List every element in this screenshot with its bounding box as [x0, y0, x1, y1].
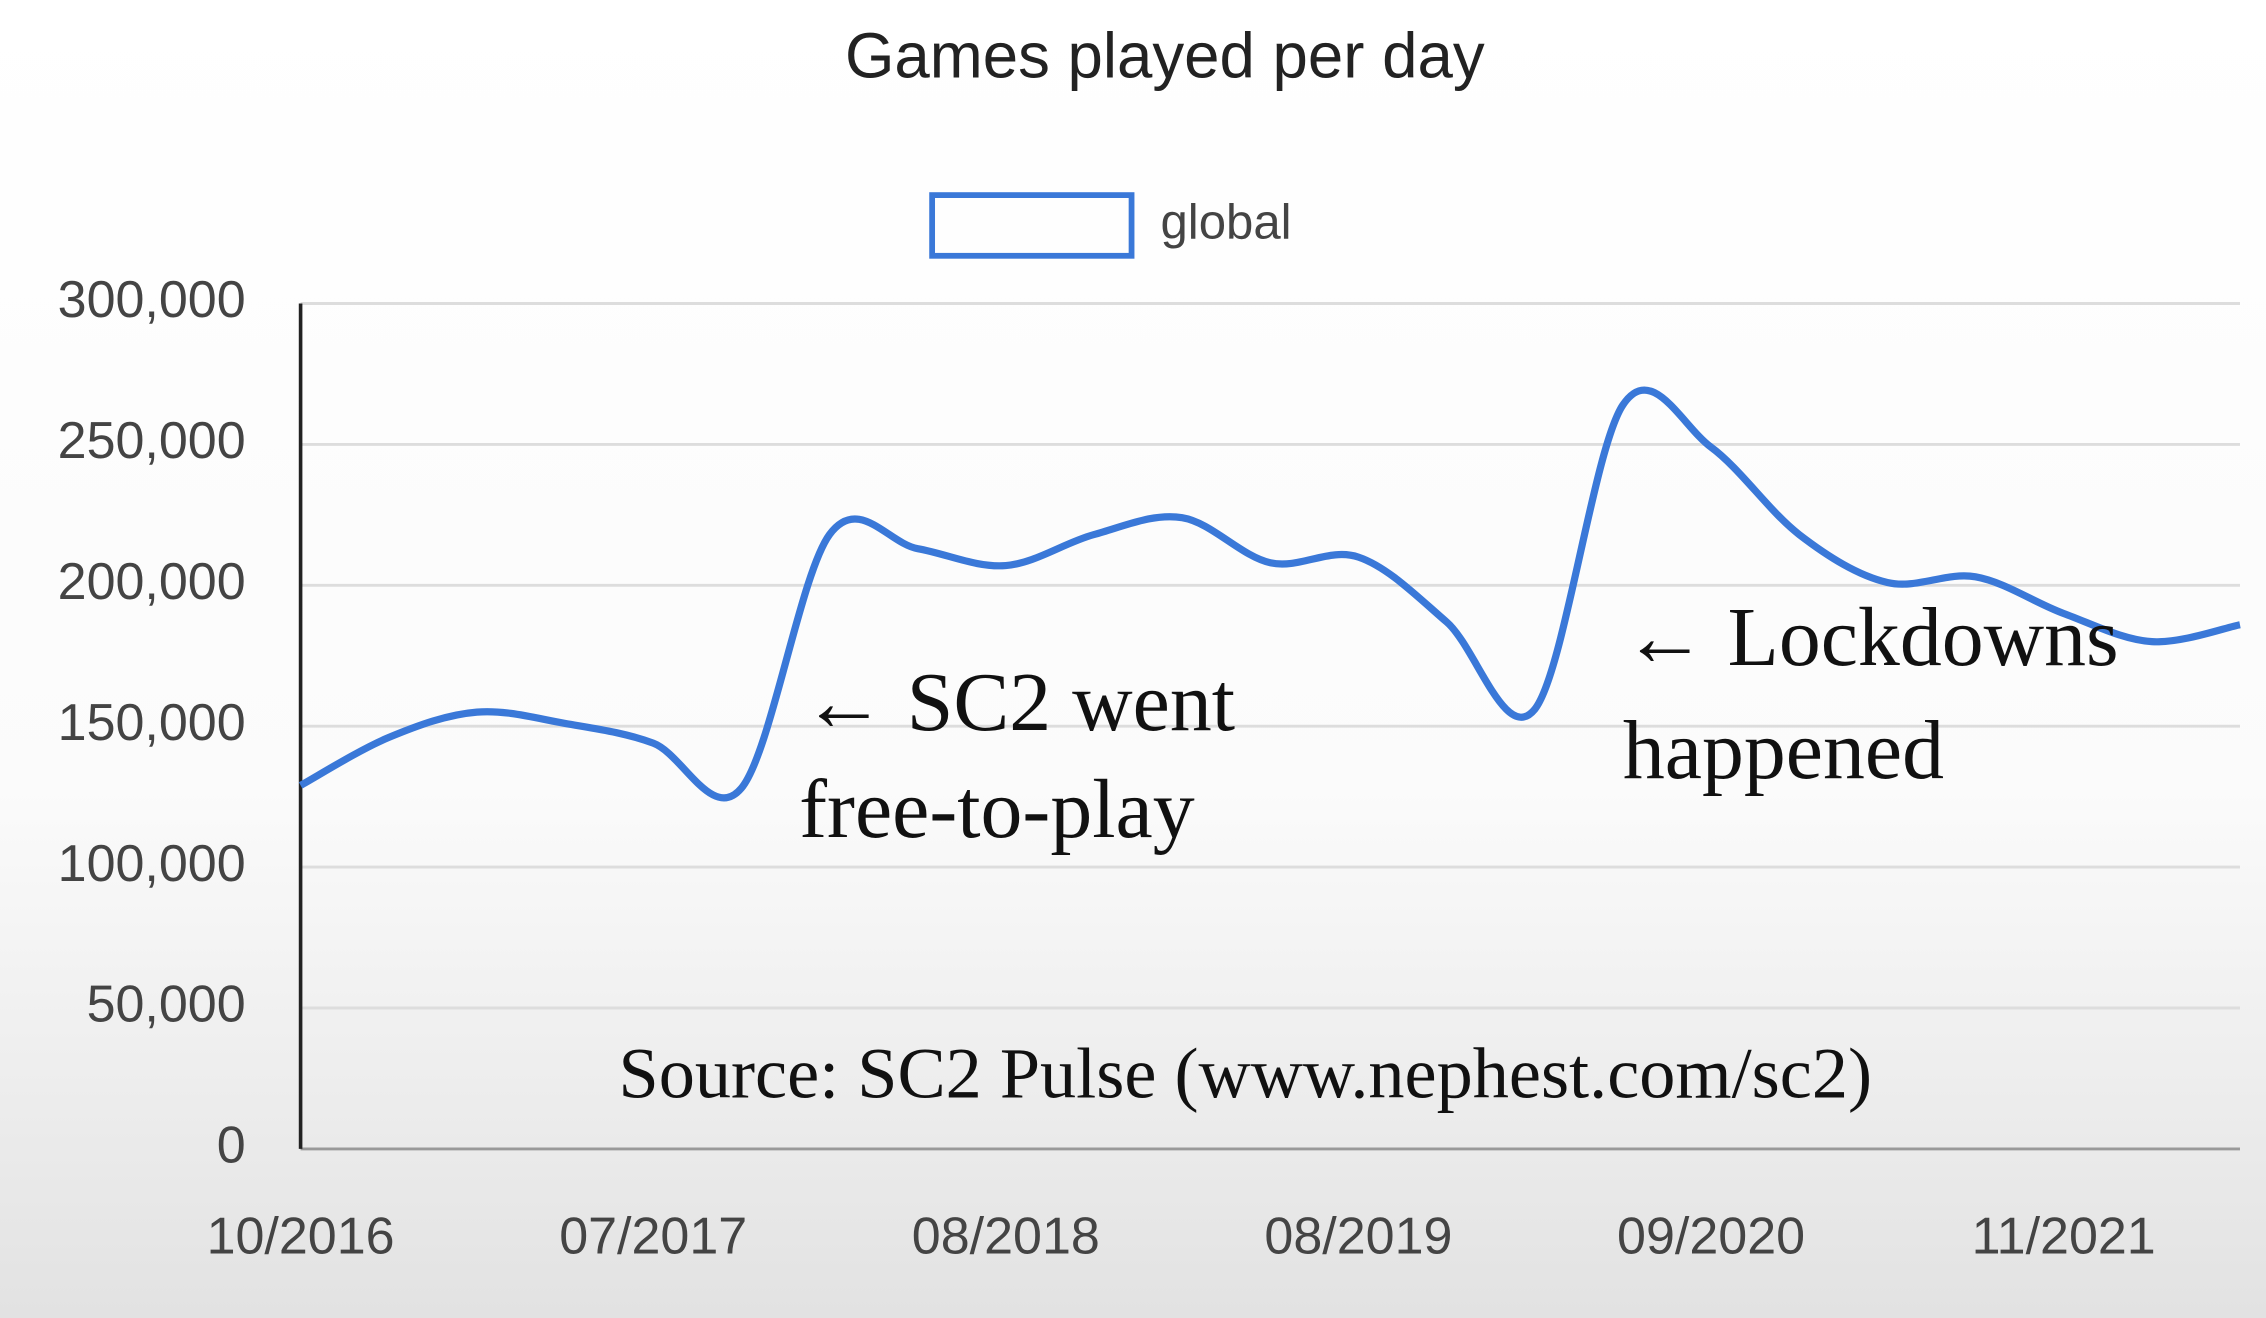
chart-title: Games played per day: [845, 21, 1485, 92]
y-tick-label: 150,000: [58, 694, 246, 752]
annotation: ← Lockdowns: [1623, 591, 2119, 684]
x-tick-label: 08/2019: [1264, 1208, 1452, 1266]
y-tick-label: 300,000: [58, 271, 246, 329]
annotation: free-to-play: [799, 763, 1195, 856]
y-tick-label: 0: [217, 1117, 246, 1175]
annotation: Source: SC2 Pulse (www.nephest.com/sc2): [619, 1034, 1873, 1114]
x-tick-label: 07/2017: [559, 1208, 747, 1266]
series-line: [298, 386, 2241, 802]
x-tick-label: 11/2021: [1972, 1208, 2156, 1266]
legend-swatch: [929, 192, 1135, 259]
x-tick-label: 09/2020: [1617, 1208, 1805, 1266]
y-tick-label: 250,000: [58, 412, 246, 470]
y-tick-label: 200,000: [58, 553, 246, 611]
x-tick-label: 10/2016: [207, 1208, 395, 1266]
annotation: happened: [1623, 704, 1944, 797]
legend-label: global: [1160, 195, 1291, 249]
annotation: ← SC2 went: [802, 656, 1235, 749]
plot: 0 50,000 100,000 150,000 200,000 250,000 300,0…: [58, 271, 2241, 1266]
y-tick-label: 50,000: [87, 976, 246, 1034]
x-tick-label: 08/2018: [912, 1208, 1100, 1266]
y-tick-label: 100,000: [58, 835, 246, 893]
